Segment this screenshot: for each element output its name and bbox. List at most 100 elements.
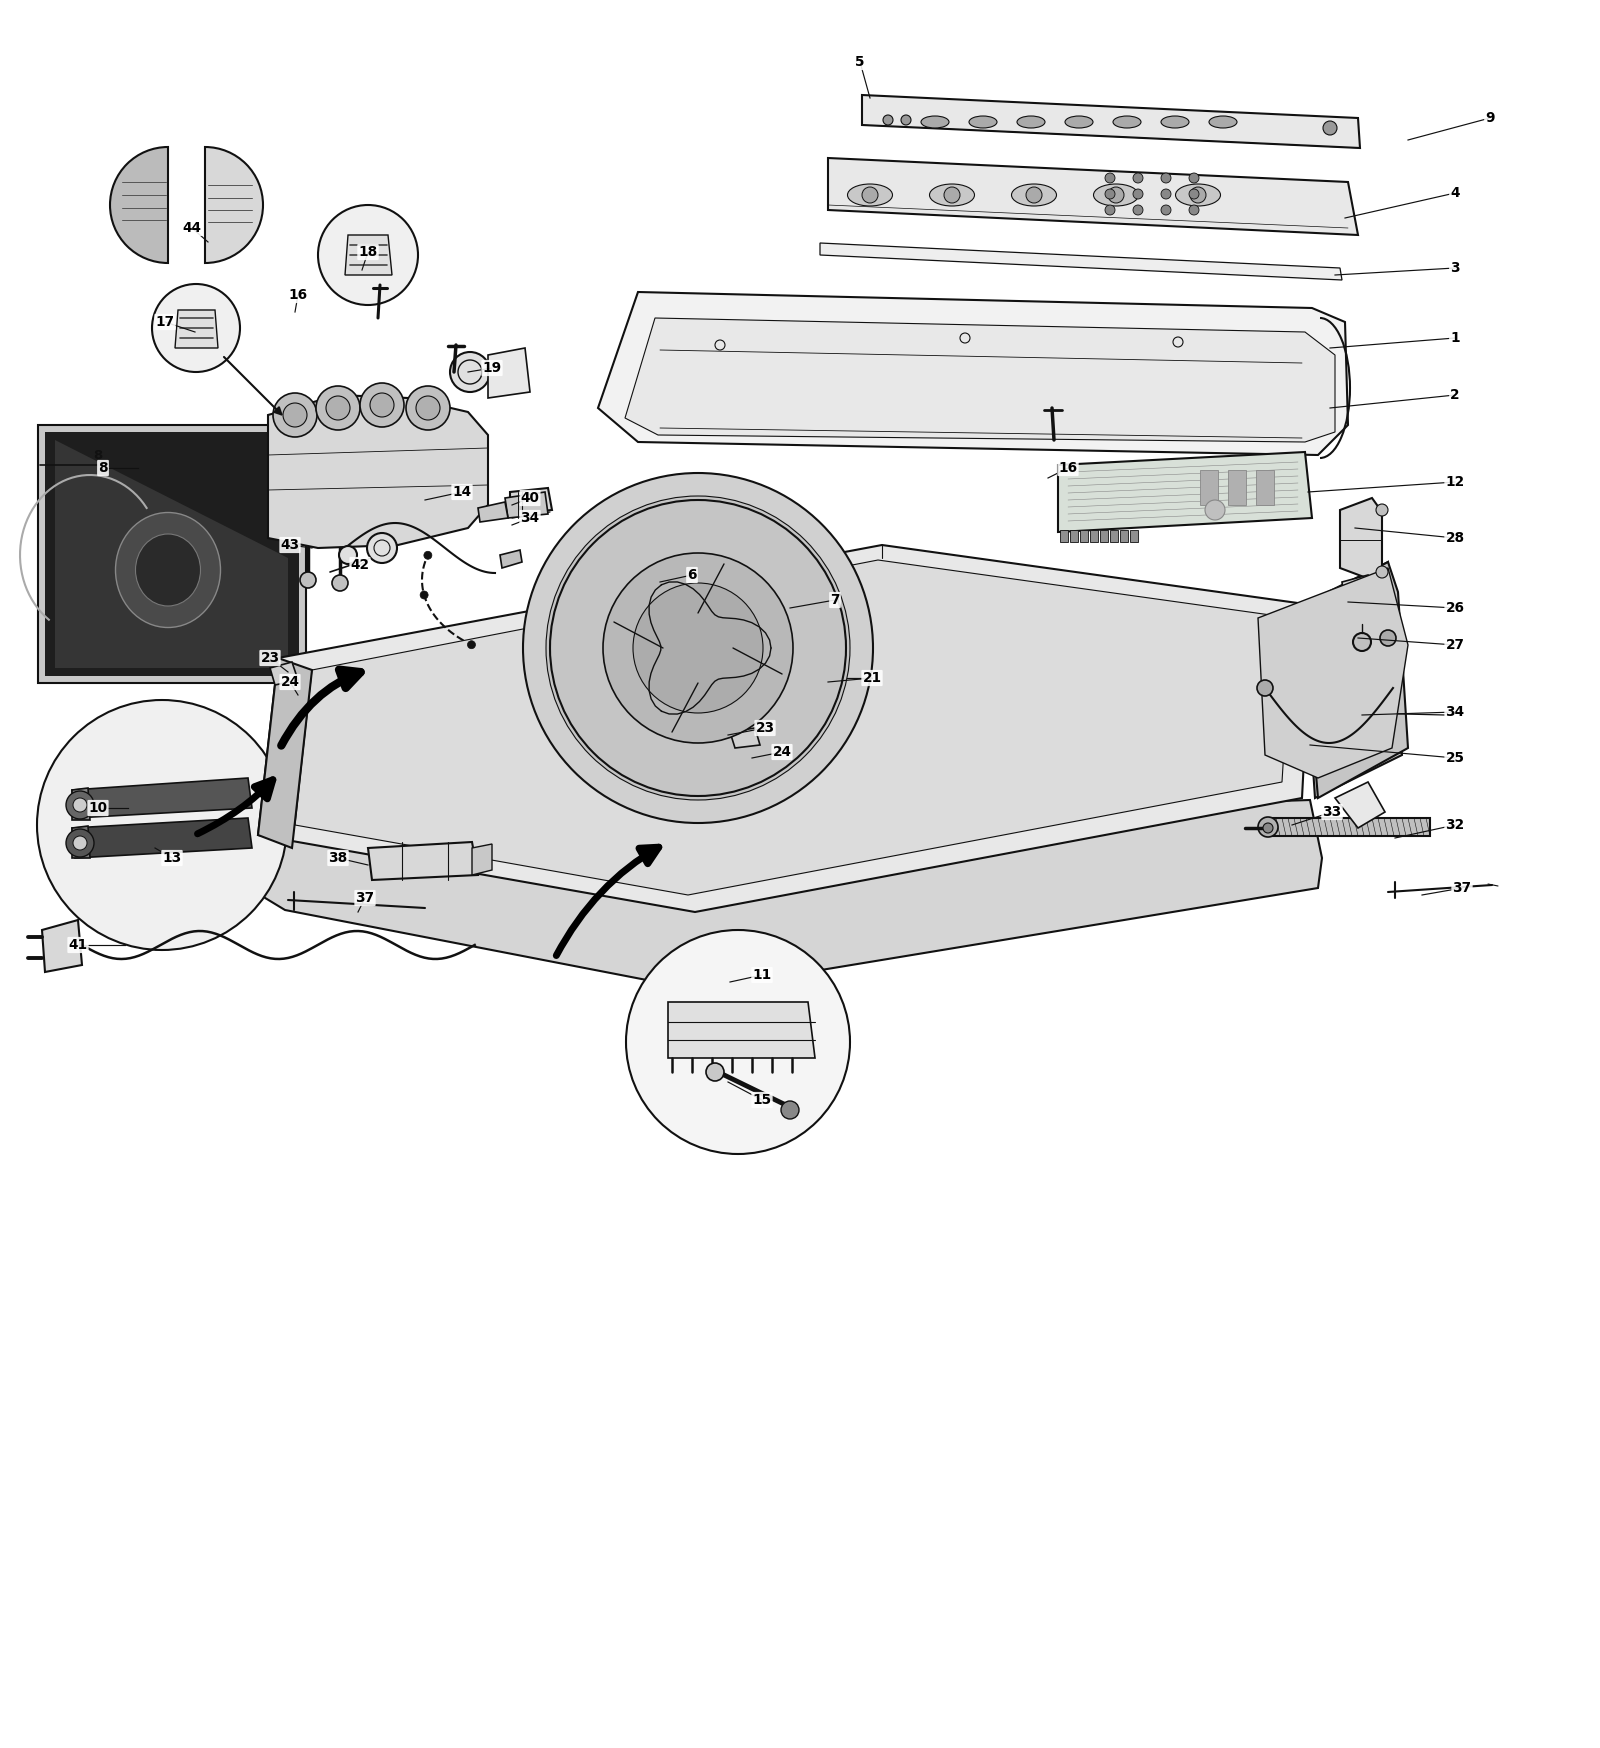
Ellipse shape [1176, 184, 1221, 206]
Circle shape [366, 533, 397, 563]
Text: 34: 34 [520, 510, 539, 524]
Text: 21: 21 [862, 671, 882, 685]
Circle shape [634, 584, 763, 713]
Circle shape [333, 575, 349, 591]
Circle shape [467, 642, 475, 649]
Circle shape [1258, 680, 1274, 696]
Bar [1090, 530, 1098, 542]
Text: 8: 8 [98, 461, 107, 475]
Polygon shape [829, 157, 1358, 234]
Circle shape [1026, 187, 1042, 203]
Polygon shape [506, 491, 547, 517]
Circle shape [424, 551, 432, 559]
Circle shape [1262, 823, 1274, 834]
Circle shape [546, 496, 850, 801]
Text: 13: 13 [162, 851, 182, 865]
Circle shape [1133, 205, 1142, 215]
Circle shape [1189, 189, 1198, 199]
Circle shape [1376, 503, 1389, 516]
Polygon shape [669, 1002, 814, 1058]
Text: 18: 18 [358, 245, 378, 259]
Circle shape [1258, 816, 1278, 837]
Text: 23: 23 [755, 720, 774, 734]
Circle shape [901, 115, 910, 126]
Polygon shape [1342, 575, 1373, 605]
Text: 9: 9 [1485, 112, 1494, 126]
Circle shape [1106, 205, 1115, 215]
Text: 15: 15 [752, 1092, 771, 1106]
Text: 37: 37 [1453, 881, 1472, 895]
Circle shape [1190, 187, 1206, 203]
Text: 4: 4 [1450, 185, 1459, 199]
Polygon shape [368, 843, 478, 879]
Circle shape [1106, 173, 1115, 184]
Polygon shape [1302, 563, 1408, 799]
Wedge shape [205, 147, 262, 262]
Circle shape [1189, 205, 1198, 215]
Bar [1266, 818, 1430, 836]
Circle shape [944, 187, 960, 203]
Circle shape [1189, 173, 1198, 184]
Circle shape [301, 572, 317, 587]
Text: 2: 2 [1450, 388, 1459, 402]
Polygon shape [1058, 453, 1312, 531]
Text: 16: 16 [288, 288, 307, 302]
Text: 44: 44 [182, 220, 202, 234]
Bar [1120, 530, 1128, 542]
Circle shape [406, 386, 450, 430]
Bar [1080, 530, 1088, 542]
Text: 42: 42 [350, 558, 370, 572]
Ellipse shape [1018, 115, 1045, 128]
Polygon shape [258, 657, 312, 848]
Polygon shape [1341, 498, 1382, 580]
Polygon shape [819, 243, 1342, 280]
Circle shape [360, 383, 403, 427]
Circle shape [152, 283, 240, 372]
Polygon shape [72, 788, 90, 820]
Text: 10: 10 [88, 801, 107, 815]
Text: 5: 5 [856, 54, 864, 68]
Circle shape [1133, 189, 1142, 199]
Circle shape [862, 187, 878, 203]
Ellipse shape [1093, 184, 1139, 206]
Polygon shape [598, 292, 1347, 454]
Bar [1130, 530, 1138, 542]
Circle shape [416, 397, 440, 420]
Circle shape [274, 393, 317, 437]
Circle shape [603, 552, 794, 743]
Text: 16: 16 [1059, 461, 1077, 475]
Circle shape [421, 591, 429, 600]
Text: 3: 3 [1450, 260, 1459, 274]
Polygon shape [54, 440, 288, 668]
Polygon shape [730, 727, 760, 748]
Bar [1059, 530, 1069, 542]
Ellipse shape [115, 512, 221, 628]
Bar [45, 432, 299, 676]
Circle shape [326, 397, 350, 420]
Text: 43: 43 [280, 538, 299, 552]
Circle shape [1106, 189, 1115, 199]
Circle shape [1323, 121, 1338, 135]
Circle shape [1107, 187, 1123, 203]
Text: 27: 27 [1445, 638, 1464, 652]
Wedge shape [110, 147, 168, 262]
Polygon shape [510, 488, 552, 514]
Text: 14: 14 [453, 484, 472, 498]
Circle shape [370, 393, 394, 418]
Ellipse shape [1114, 115, 1141, 128]
Circle shape [781, 1101, 798, 1119]
Polygon shape [72, 827, 90, 858]
Bar [1101, 530, 1107, 542]
Circle shape [1205, 500, 1226, 519]
Text: 24: 24 [280, 675, 299, 689]
Bar [38, 425, 306, 683]
Text: 19: 19 [483, 362, 501, 376]
Polygon shape [1334, 781, 1386, 829]
Polygon shape [499, 551, 522, 568]
Polygon shape [862, 94, 1360, 149]
Ellipse shape [1066, 115, 1093, 128]
Polygon shape [258, 545, 1312, 912]
Text: 25: 25 [1445, 752, 1464, 766]
Ellipse shape [1011, 184, 1056, 206]
Circle shape [626, 930, 850, 1154]
